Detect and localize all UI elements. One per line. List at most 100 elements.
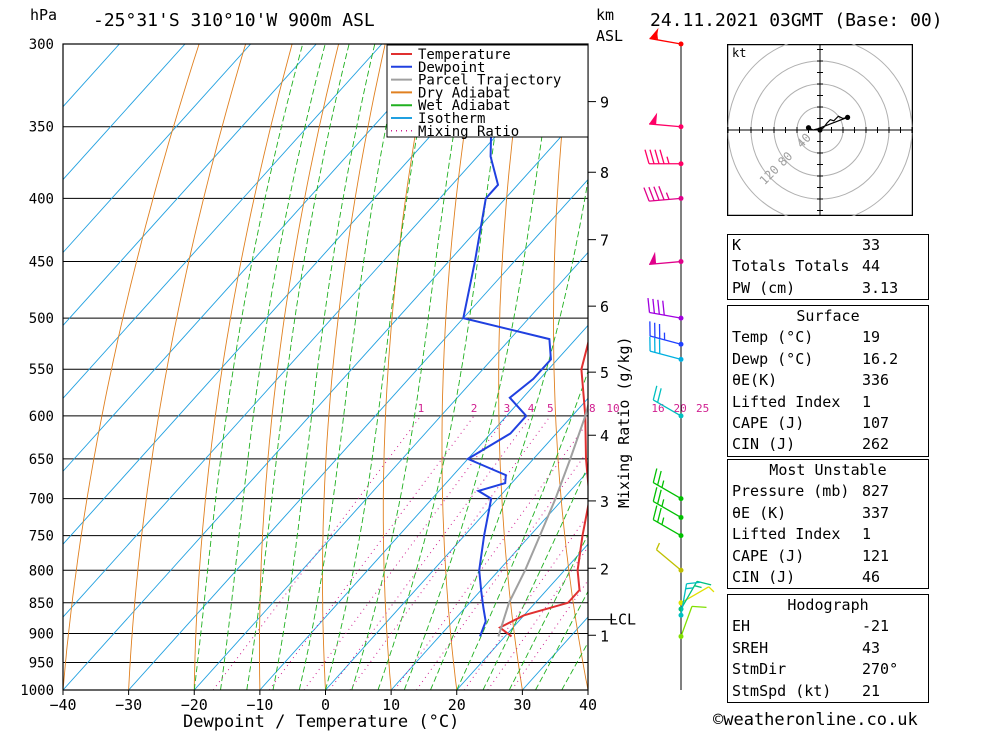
- x-tick-label: −30: [115, 696, 142, 714]
- pressure-tick-label: 1000: [20, 683, 54, 699]
- wind-barb-feather: [659, 149, 665, 164]
- hodograph-table: Hodograph EH -21 SREH 43 StmDir 270° StmSpd (k…: [727, 594, 929, 703]
- mixing-ratio-line: [487, 546, 588, 690]
- pressure-tick-label: 600: [29, 409, 54, 425]
- surface-value: 107: [862, 413, 890, 432]
- wet-adiabat: [456, 370, 588, 690]
- isotherm: [63, 44, 383, 400]
- km-unit-label: km: [596, 6, 615, 24]
- km-tick-label: 1: [600, 627, 609, 645]
- isotherm: [128, 178, 588, 690]
- hodograph-marker: [845, 114, 851, 120]
- dry-adiabat: [553, 44, 588, 690]
- pressure-tick-label: 300: [29, 37, 54, 53]
- hodograph-param-row: SREH 43: [728, 638, 928, 659]
- mixing-ratio-label: 20: [673, 402, 686, 415]
- most-unstable-row: CAPE (J) 121: [728, 546, 928, 567]
- index-value: 3.13: [862, 278, 899, 297]
- isotherm: [456, 543, 588, 690]
- wind-barb: [655, 542, 684, 573]
- wind-barb-half-feather: [661, 499, 665, 507]
- axes: 3003504004505005506006507007508008509009…: [20, 37, 597, 714]
- wind-barb-feather: [652, 385, 658, 401]
- hpa-unit-label: hPa: [30, 6, 58, 24]
- most-unstable-row: Lifted Index 1: [728, 524, 928, 545]
- km-tick-label: 4: [600, 427, 609, 445]
- surface-table: Surface Temp (°C) 19 Dewp (°C) 16.2 θE(K) 336…: [727, 305, 929, 457]
- wind-barb-feather: [653, 186, 660, 201]
- index-value: 33: [862, 236, 881, 254]
- surface-label: θE(K): [732, 371, 778, 390]
- wind-barb-staff: [649, 123, 682, 128]
- wind-barb-flag: [649, 251, 657, 265]
- wind-barb-half-feather: [685, 587, 693, 590]
- wind-barb-feather: [686, 581, 702, 585]
- wind-barb: [652, 487, 684, 520]
- wet-adiabat: [403, 44, 556, 690]
- hodograph-param-value: 43: [862, 638, 881, 657]
- isotherm: [63, 44, 251, 254]
- km-axis: 1 2 3 4 5 6 7 8 9 LCL: [588, 94, 636, 645]
- mixing-ratio-label: 10: [606, 402, 619, 415]
- pressure-tick-label: 650: [29, 452, 54, 468]
- wind-barb-half-feather: [665, 192, 670, 200]
- wind-barb: [652, 385, 684, 419]
- pressure-tick-label: 400: [29, 191, 54, 207]
- wind-barb-feather: [652, 505, 658, 520]
- index-label: Totals Totals: [732, 257, 850, 276]
- isotherm: [325, 397, 588, 690]
- wind-barb-staff: [652, 482, 682, 500]
- lcl-label: LCL: [609, 611, 636, 629]
- x-tick-label: 40: [579, 696, 597, 714]
- mixing-ratio-label: 5: [547, 402, 554, 415]
- wind-barb-half-feather: [661, 517, 665, 525]
- isotherm: [193, 251, 588, 690]
- most-unstable-label: CIN (J): [732, 567, 796, 586]
- wind-barb-feather: [656, 388, 662, 403]
- legend-label: Temperature: [418, 47, 511, 63]
- km-tick-label: 6: [600, 298, 609, 316]
- mixing-ratio-line: [463, 514, 588, 690]
- wind-barb-feather: [658, 186, 665, 201]
- wind-barb-half-feather: [655, 542, 661, 550]
- dry-adiabat: [382, 44, 433, 690]
- x-tick-label: 30: [513, 696, 531, 714]
- pressure-tick-label: 700: [29, 492, 54, 508]
- wet-adiabat: [508, 533, 588, 690]
- surface-value: 262: [862, 435, 890, 454]
- wind-barb: [643, 186, 684, 202]
- hodograph-param-label: EH: [732, 617, 751, 636]
- wind-barb-feather: [654, 149, 660, 164]
- x-axis-label: Dewpoint / Temperature (°C): [183, 712, 459, 732]
- hodograph-param-label: SREH: [732, 638, 769, 657]
- wind-barb-staff: [680, 581, 698, 610]
- wind-barb-dot: [678, 124, 684, 130]
- surface-label: Dewp (°C): [732, 349, 814, 368]
- mixing-ratio-label: 8: [589, 402, 596, 415]
- hodograph-param-row: EH -21: [728, 616, 928, 637]
- surface-label: CAPE (J): [732, 413, 805, 432]
- surface-section-title: Surface: [796, 307, 860, 325]
- surface-label: Temp (°C): [732, 328, 814, 347]
- wet-adiabat: [220, 44, 326, 690]
- km-tick-label: 3: [600, 493, 609, 511]
- pressure-tick-label: 900: [29, 626, 54, 642]
- wet-adiabat: [246, 44, 350, 690]
- wind-barb-feather: [662, 300, 665, 316]
- dry-adiabat: [441, 44, 479, 690]
- km-tick-label: 7: [600, 232, 609, 250]
- pressure-tick-label: 500: [29, 311, 54, 327]
- wind-barb-feather: [648, 186, 655, 201]
- dry-adiabat: [658, 44, 719, 690]
- most-unstable-section-title: Most Unstable: [769, 461, 887, 479]
- wind-barb-staff: [680, 583, 688, 616]
- wind-barb: [649, 336, 684, 362]
- wet-adiabat: [430, 177, 588, 690]
- wind-barb-staff: [649, 37, 682, 45]
- dry-adiabat: [498, 44, 526, 690]
- datetime-title: 24.11.2021 03GMT (Base: 00): [650, 10, 943, 31]
- wind-barb-flag: [649, 112, 658, 125]
- pressure-tick-label: 850: [29, 596, 54, 612]
- mixing-ratio-label: 1: [418, 402, 425, 415]
- isotherm: [390, 470, 588, 690]
